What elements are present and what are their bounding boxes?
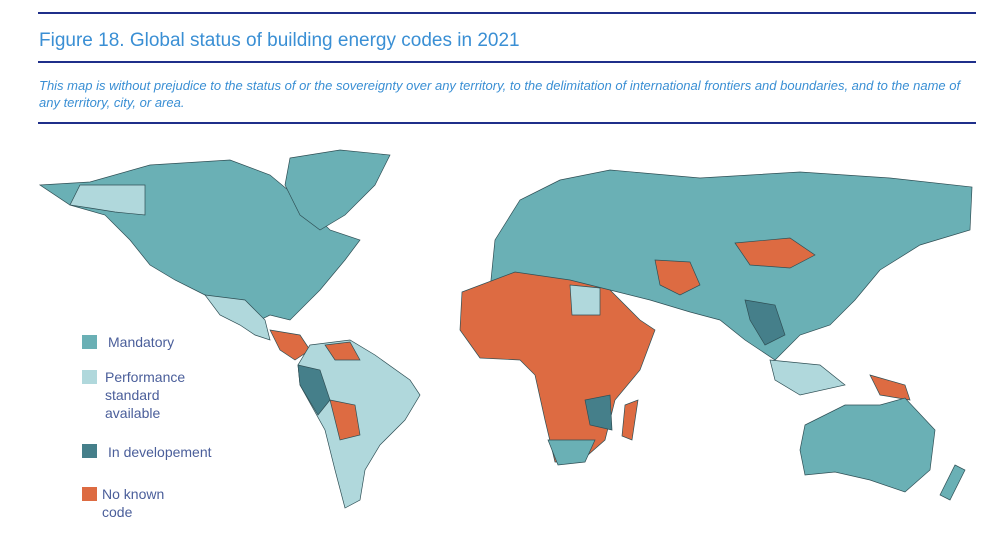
title-rule [38, 61, 976, 63]
region-eurasia [489, 169, 973, 361]
region-east-africa [584, 394, 613, 431]
legend-swatch-in-development [82, 444, 97, 458]
legend-label-performance: Performance standard available [105, 369, 186, 421]
region-central-america [269, 329, 311, 361]
region-australia [799, 397, 936, 493]
region-south-america [297, 339, 421, 509]
legend-label-in-development: In developement [108, 444, 212, 460]
region-egypt [569, 284, 601, 316]
legend-label-mandatory: Mandatory [108, 334, 175, 350]
region-madagascar [621, 399, 639, 441]
legend-swatch-no-code [82, 487, 97, 501]
legend-swatch-mandatory [82, 335, 97, 349]
region-new-zealand [939, 464, 966, 501]
region-venezuela [324, 341, 361, 361]
region-south-asia [744, 299, 786, 346]
region-peru [297, 364, 331, 416]
region-papua [869, 374, 911, 401]
region-south-africa [547, 439, 596, 466]
region-bolivia [329, 399, 361, 441]
region-mongolia [734, 237, 816, 269]
legend-swatch-performance [82, 370, 97, 384]
region-middle-east-east [654, 259, 701, 296]
region-mexico [204, 294, 271, 341]
region-southeast-asia [769, 359, 846, 396]
region-greenland [284, 149, 391, 231]
figure-title: Figure 18. Global status of building ene… [39, 30, 520, 51]
region-alaska [69, 184, 146, 216]
legend-label-no-code: No known code [102, 486, 165, 520]
top-rule [38, 12, 976, 14]
map-disclaimer: This map is without prejudice to the sta… [39, 78, 961, 110]
disclaimer-rule [38, 122, 976, 124]
